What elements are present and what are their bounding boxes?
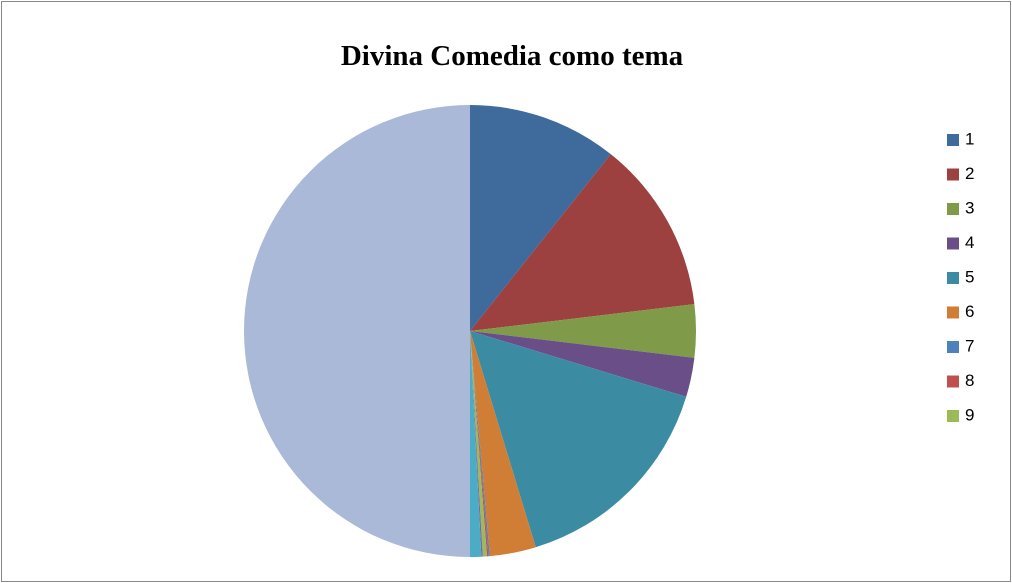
pie-slice [470,105,611,331]
legend-swatch [947,341,959,353]
legend-swatch [947,306,959,319]
legend-label: 6 [965,302,974,321]
legend-swatch [947,410,959,422]
legend-swatch [947,203,959,215]
legend-label: 7 [965,336,974,355]
legend-label: 9 [965,405,974,424]
legend-swatch [947,272,959,284]
pie-slice [470,331,687,548]
legend-label: 3 [965,198,974,217]
legend: 1 2 3 4 5 6 7 8 9 [947,129,974,424]
pie [244,105,697,557]
pie-slice [244,105,470,557]
pie-slice [470,331,490,557]
legend-swatch [947,375,959,388]
pie-slice [470,331,489,557]
legend-label: 4 [965,233,974,252]
legend-swatch [947,237,959,250]
legend-label: 1 [965,129,974,148]
legend-label: 5 [965,267,974,286]
pie-slice [470,331,536,557]
pie-slice [470,154,695,331]
pie-slice [470,331,695,397]
pie-slice [470,331,488,557]
pie-slice [470,304,697,358]
chart-title: Divina Comedia como tema [341,40,684,72]
pie-slice [470,331,483,557]
legend-label: 8 [965,371,974,390]
pie-slice [470,331,482,557]
legend-swatch [947,168,959,181]
legend-label: 2 [965,164,974,183]
legend-swatch [947,134,959,146]
